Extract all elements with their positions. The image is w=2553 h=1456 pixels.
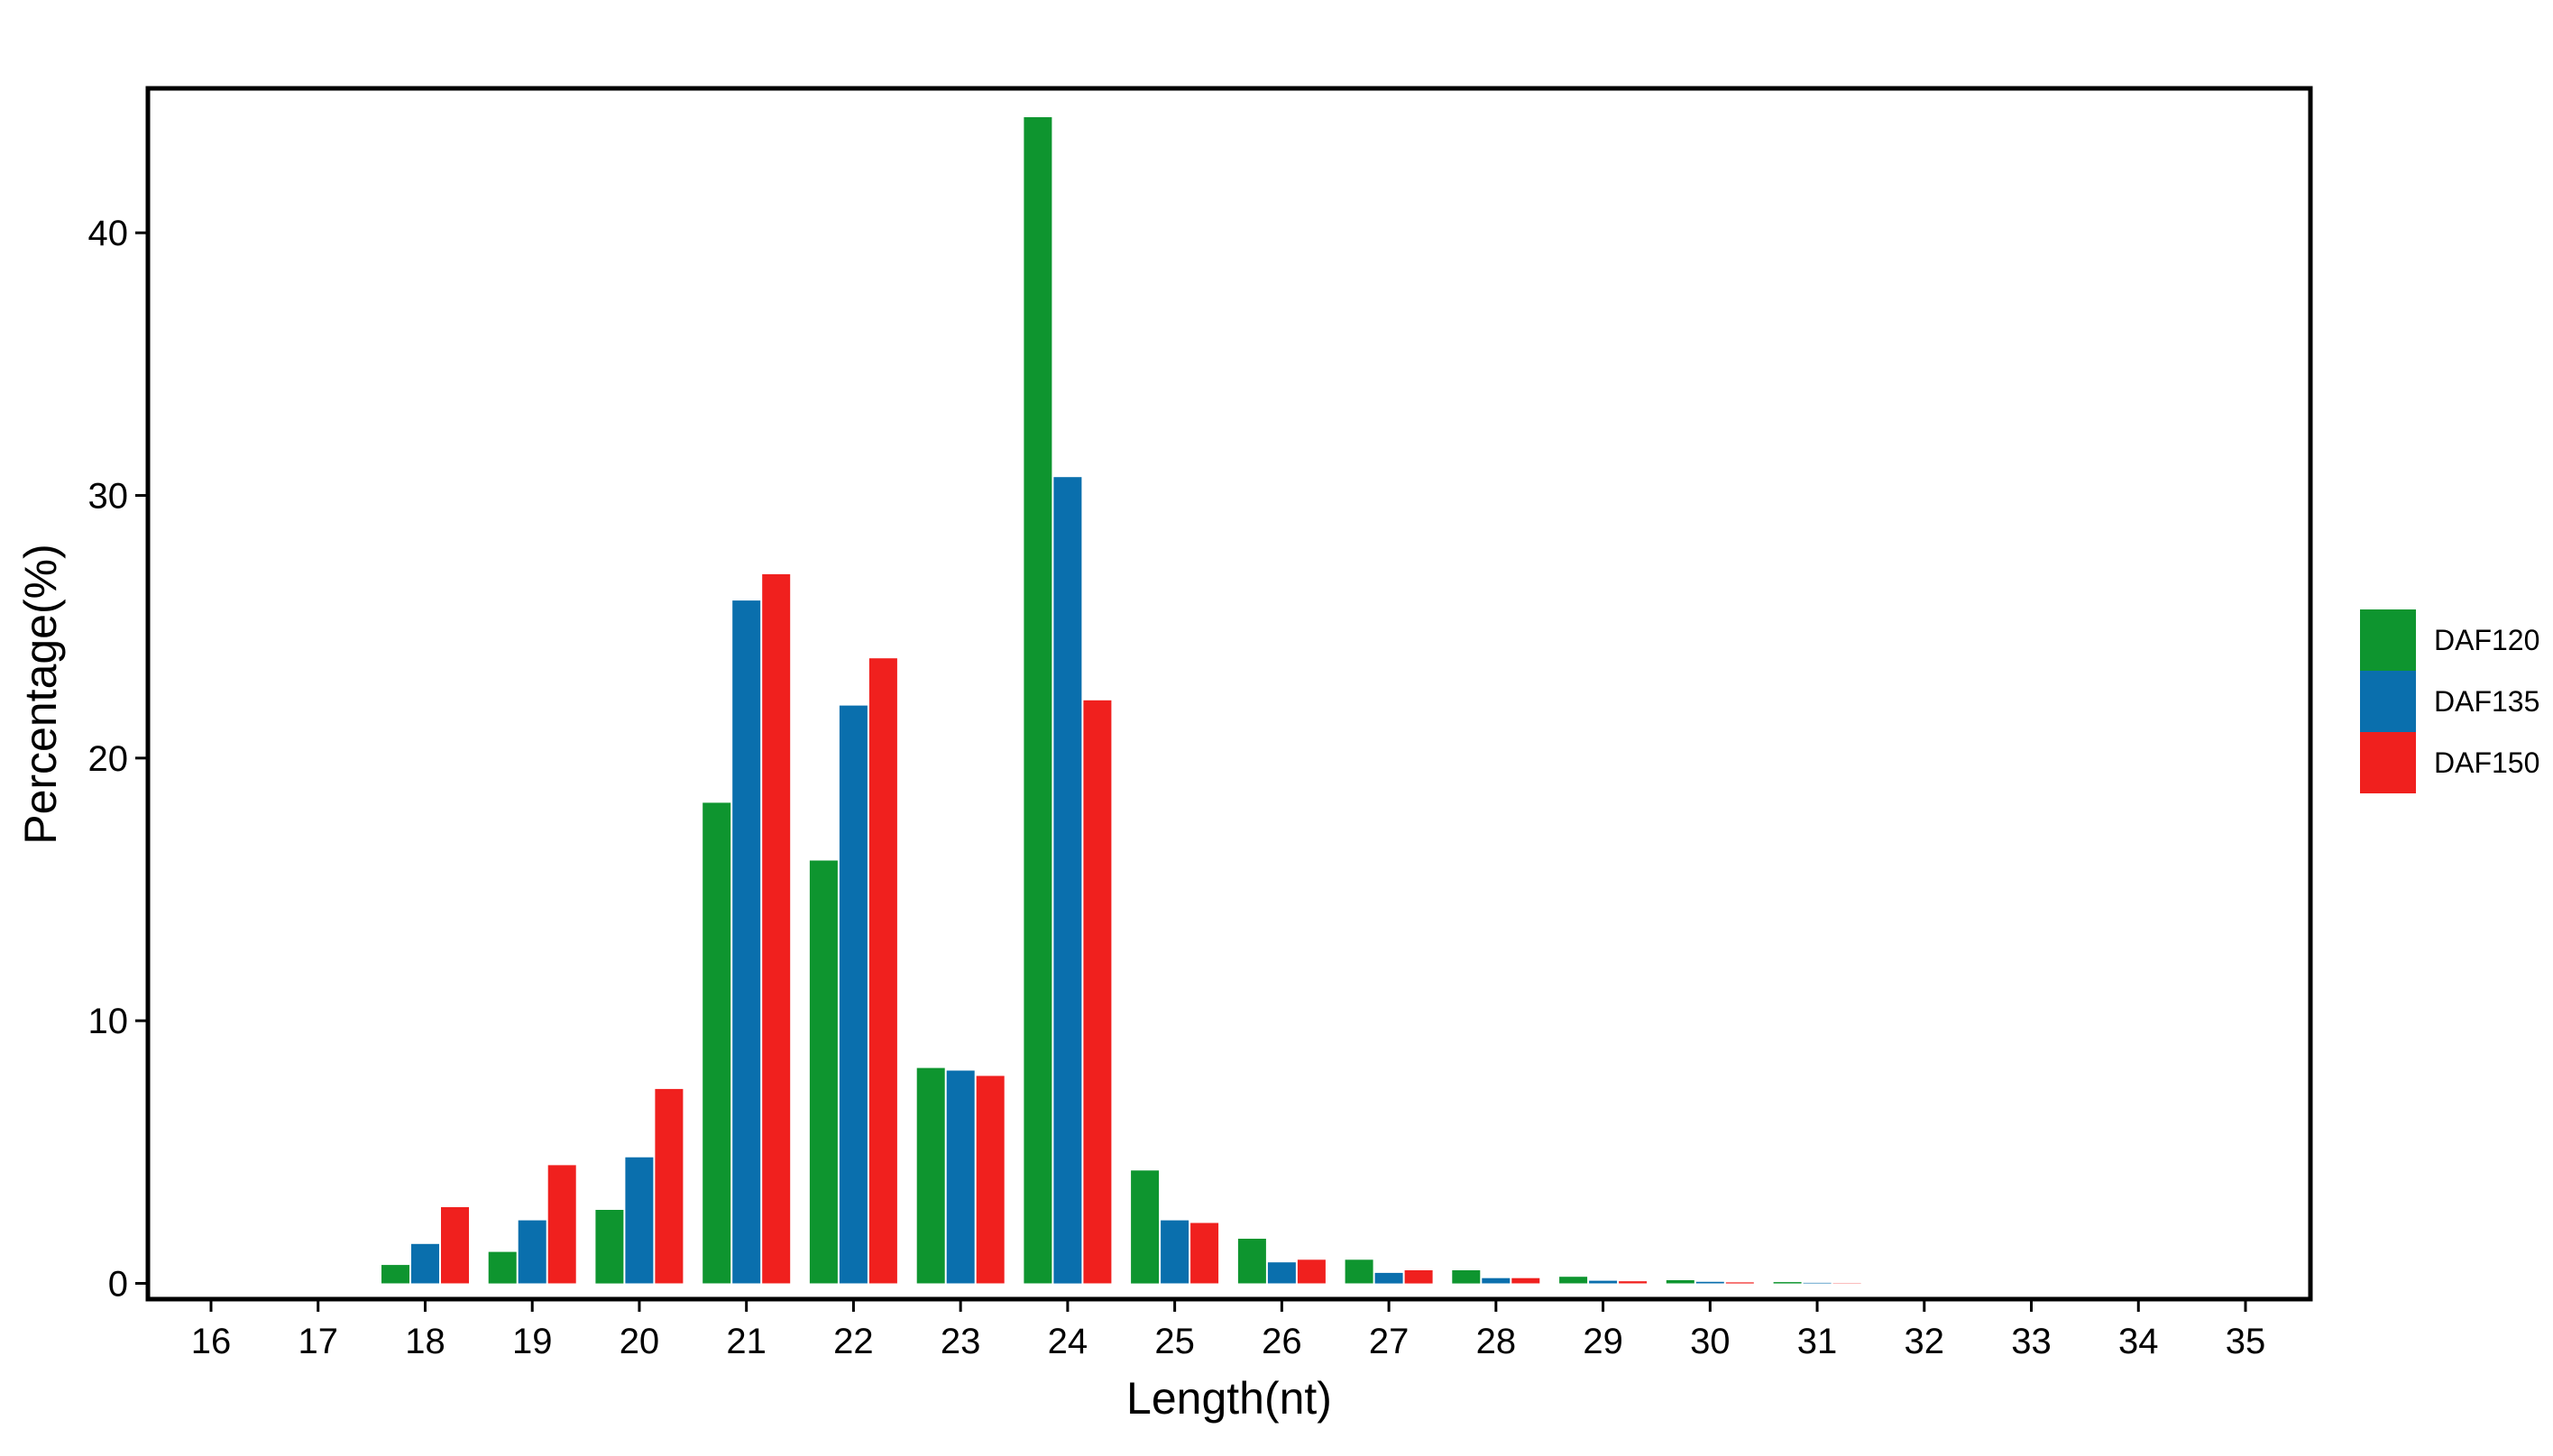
- bar-daf120-26: [1237, 1239, 1266, 1284]
- bar-daf135-30: [1695, 1281, 1724, 1284]
- bar-daf150-21: [762, 573, 791, 1284]
- bar-daf135-31: [1803, 1282, 1832, 1284]
- x-tick-label-31: 31: [1797, 1322, 1838, 1361]
- bar-daf135-18: [411, 1243, 439, 1284]
- legend-label-daf120: DAF120: [2434, 624, 2539, 656]
- x-tick-label-23: 23: [941, 1322, 981, 1361]
- x-tick-label-24: 24: [1048, 1322, 1088, 1361]
- x-tick-label-21: 21: [726, 1322, 767, 1361]
- y-axis-title: Percentage(%): [15, 544, 66, 845]
- bar-daf150-24: [1083, 700, 1112, 1284]
- y-axis: 0 10 20 30 40: [88, 214, 148, 1305]
- plot-panel: [145, 86, 2313, 1302]
- x-tick-label-34: 34: [2118, 1322, 2159, 1361]
- bar-daf150-22: [868, 658, 897, 1284]
- x-tick-label-20: 20: [620, 1322, 660, 1361]
- bar-daf150-28: [1511, 1277, 1540, 1284]
- bar-daf135-29: [1589, 1280, 1618, 1284]
- y-tick-label-30: 30: [88, 477, 129, 517]
- bar-daf135-20: [625, 1157, 654, 1284]
- legend-swatch-daf135: [2360, 671, 2416, 732]
- bar-daf150-25: [1190, 1222, 1219, 1284]
- y-tick-label-10: 10: [88, 1002, 129, 1041]
- bar-daf135-28: [1482, 1277, 1511, 1284]
- bar-daf135-26: [1267, 1262, 1296, 1284]
- bar-daf120-24: [1024, 117, 1052, 1284]
- bar-daf120-25: [1131, 1170, 1160, 1284]
- x-tick-label-30: 30: [1690, 1322, 1731, 1361]
- bar-daf150-26: [1297, 1259, 1326, 1284]
- bar-daf120-20: [595, 1210, 624, 1284]
- x-axis-title: Length(nt): [1126, 1373, 1332, 1424]
- x-tick-label-33: 33: [2011, 1322, 2052, 1361]
- bars-layer: [381, 117, 1861, 1284]
- bar-daf120-31: [1773, 1282, 1802, 1284]
- x-tick-label-22: 22: [833, 1322, 874, 1361]
- bar-daf120-19: [488, 1251, 517, 1284]
- legend-swatch-daf120: [2360, 609, 2416, 671]
- bar-daf135-19: [518, 1220, 546, 1284]
- bar-daf150-27: [1404, 1270, 1433, 1284]
- x-tick-label-25: 25: [1154, 1322, 1195, 1361]
- y-tick-label-0: 0: [108, 1265, 128, 1305]
- x-tick-label-35: 35: [2226, 1322, 2266, 1361]
- bar-daf120-18: [381, 1265, 409, 1284]
- x-tick-label-27: 27: [1369, 1322, 1410, 1361]
- legend: DAF120 DAF135 DAF150: [2360, 609, 2539, 793]
- bar-daf150-19: [547, 1165, 576, 1284]
- y-tick-label-20: 20: [88, 739, 129, 779]
- x-tick-label-19: 19: [512, 1322, 553, 1361]
- x-tick-label-16: 16: [191, 1322, 232, 1361]
- bar-daf135-25: [1161, 1220, 1189, 1284]
- x-tick-label-32: 32: [1905, 1322, 1945, 1361]
- bar-daf135-22: [839, 705, 868, 1284]
- bar-daf135-21: [732, 600, 761, 1284]
- bar-daf120-23: [916, 1067, 945, 1284]
- bar-daf150-18: [441, 1207, 469, 1284]
- x-tick-label-17: 17: [298, 1322, 338, 1361]
- x-tick-label-18: 18: [405, 1322, 445, 1361]
- legend-label-daf135: DAF135: [2434, 685, 2539, 718]
- bar-daf120-21: [703, 802, 731, 1284]
- bar-daf120-28: [1452, 1270, 1481, 1284]
- legend-label-daf150: DAF150: [2434, 746, 2539, 779]
- y-tick-label-40: 40: [88, 214, 129, 253]
- x-tick-label-29: 29: [1583, 1322, 1623, 1361]
- bar-daf120-22: [809, 860, 838, 1284]
- bar-daf150-20: [655, 1088, 684, 1284]
- bar-daf120-29: [1559, 1277, 1588, 1284]
- bar-daf120-30: [1666, 1280, 1694, 1284]
- x-tick-label-26: 26: [1262, 1322, 1302, 1361]
- x-axis: 16 17 18 19 20 21 22 23 24 25 26 27 28 29 30 31 32 33 34 35: [191, 1299, 2266, 1361]
- bar-daf135-23: [946, 1070, 975, 1284]
- bar-daf150-23: [976, 1076, 1005, 1284]
- bar-daf150-30: [1725, 1282, 1754, 1284]
- bar-daf135-24: [1053, 477, 1082, 1284]
- legend-swatch-daf150: [2360, 732, 2416, 793]
- x-tick-label-28: 28: [1476, 1322, 1517, 1361]
- bar-daf135-27: [1374, 1272, 1403, 1284]
- bar-daf120-27: [1345, 1259, 1373, 1284]
- bar-daf150-29: [1619, 1281, 1648, 1284]
